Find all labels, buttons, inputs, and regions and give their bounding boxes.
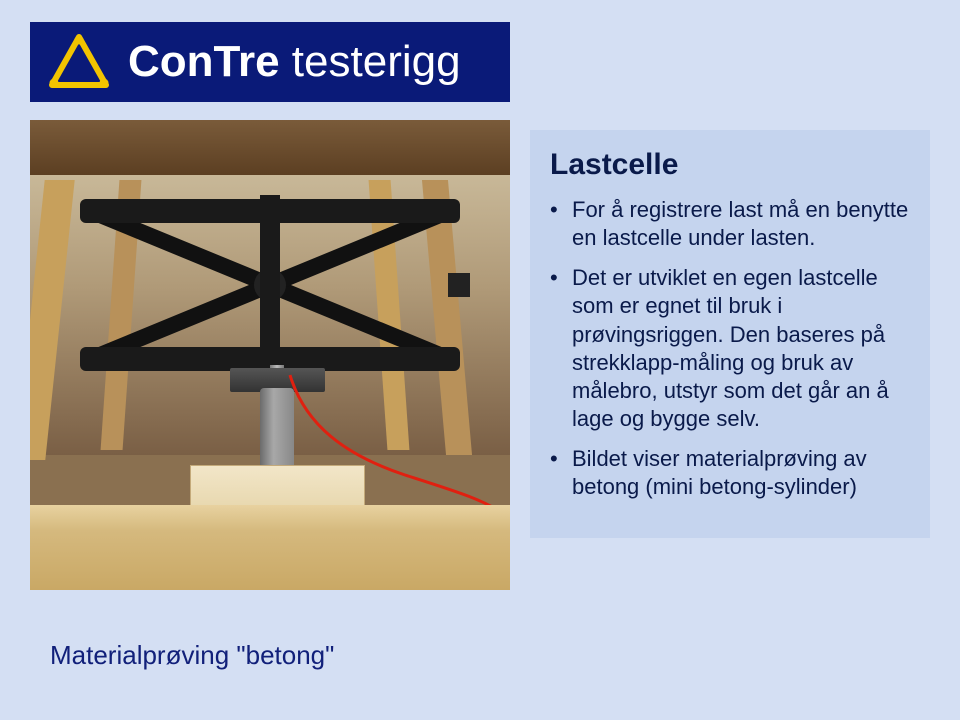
bullet-list: For å registrere last må en benytte en l…	[550, 196, 910, 502]
photo-jack	[70, 195, 470, 375]
list-item: Det er utviklet en egen lastcelle som er…	[550, 264, 910, 433]
photo-beam-top	[30, 120, 510, 175]
photo-caption: Materialprøving "betong"	[50, 640, 334, 671]
photo-concrete-cylinder	[260, 388, 294, 470]
photo	[30, 120, 510, 590]
list-item: For å registrere last må en benytte en l…	[550, 196, 910, 252]
photo-beam-bottom	[30, 505, 510, 590]
title-bar: ConTre testerigg	[30, 22, 510, 102]
triangle-icon	[48, 33, 110, 91]
slide: ConTre testerigg	[0, 0, 960, 720]
slide-title: ConTre testerigg	[128, 37, 461, 87]
title-brand-bold: ConTre	[128, 37, 280, 86]
list-item: Bildet viser materialprøving av betong (…	[550, 445, 910, 501]
content-heading: Lastcelle	[550, 148, 910, 182]
content-box: Lastcelle For å registrere last må en be…	[530, 130, 930, 538]
title-brand-rest: testerigg	[280, 37, 461, 86]
